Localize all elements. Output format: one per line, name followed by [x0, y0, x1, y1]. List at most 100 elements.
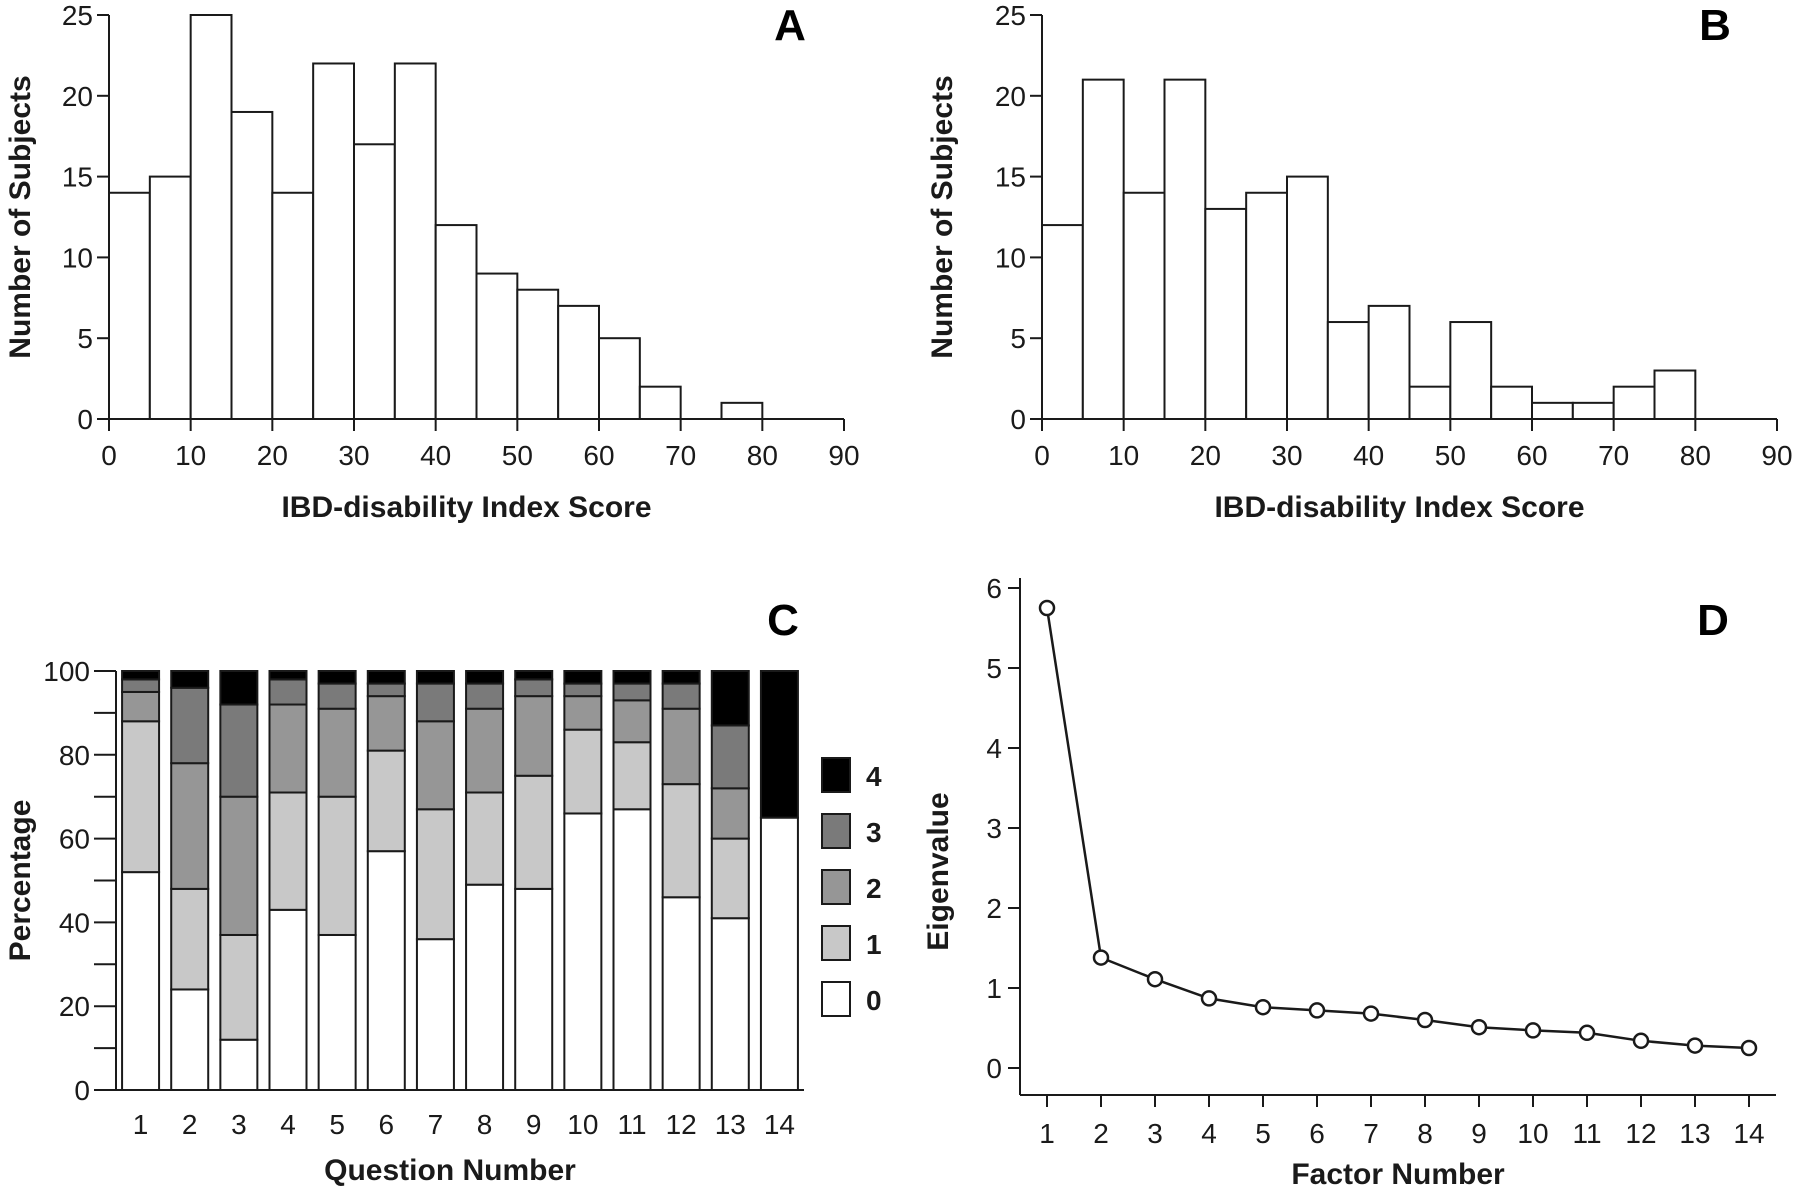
panel-label: C: [767, 596, 799, 645]
histogram-bar: [1122, 191, 1166, 420]
x-axis-label: IBD-disability Index Score: [1214, 491, 1584, 524]
legend-label: 2: [866, 873, 882, 904]
x-tick-label: 0: [1034, 440, 1050, 471]
legend-swatch: [821, 925, 851, 961]
x-tick-label: 13: [715, 1109, 746, 1140]
stacked-bar-segment: [465, 707, 505, 794]
stacked-bar-segment: [514, 887, 554, 1091]
x-tick-label: 4: [1201, 1118, 1217, 1149]
y-axis-label: Percentage: [4, 800, 37, 962]
stacked-bar-segment: [514, 670, 554, 681]
x-tick-label: 1: [1039, 1118, 1055, 1149]
stacked-bar-segment: [710, 917, 750, 1092]
eigenvalue-point: [1524, 1022, 1542, 1039]
x-tick-label: 7: [1363, 1118, 1379, 1149]
stacked-bar-segment: [563, 670, 603, 685]
histogram-bar: [271, 191, 315, 420]
histogram-bar: [353, 143, 396, 420]
x-tick-label: 10: [1517, 1118, 1548, 1149]
stacked-bar-segment: [366, 749, 406, 853]
eigenvalue-point: [1308, 1002, 1326, 1019]
panel-label: B: [1699, 1, 1731, 50]
stacked-bar-segment: [612, 808, 652, 1092]
stacked-bar-segment: [121, 678, 161, 693]
eigenvalue-line: [1045, 607, 1750, 1050]
x-tick-label: 14: [764, 1109, 795, 1140]
stacked-bar-segment: [661, 783, 701, 899]
stacked-bar-segment: [465, 670, 505, 685]
stacked-bar-segment: [415, 938, 455, 1091]
x-tick-label: 3: [231, 1109, 247, 1140]
stacked-bar-segment: [317, 670, 357, 685]
y-tick-label: 80: [59, 740, 90, 771]
y-tick-label: 15: [62, 162, 93, 193]
stacked-bar-segment: [219, 795, 259, 936]
x-tick-label: 14: [1733, 1118, 1764, 1149]
y-tick-label: 4: [986, 733, 1002, 764]
eigenvalue-point: [1578, 1024, 1596, 1042]
legend-swatch: [821, 981, 851, 1017]
stacked-bar-segment: [121, 690, 161, 723]
x-tick-label: 40: [420, 440, 451, 471]
stacked-bar-segment: [170, 686, 210, 765]
histogram-bar: [108, 191, 151, 420]
histogram-bar: [1571, 401, 1615, 420]
x-tick-label: 70: [1598, 440, 1629, 471]
stacked-bar-segment: [268, 678, 308, 706]
histogram-bar: [1531, 401, 1574, 420]
histogram-bar: [1081, 78, 1125, 420]
x-tick-label: 90: [1761, 440, 1792, 471]
x-tick-label: 70: [665, 440, 696, 471]
eigenvalue-point: [1146, 970, 1164, 988]
x-axis-label: Factor Number: [1291, 1158, 1505, 1188]
stacked-bar-segment: [465, 791, 505, 886]
stacked-bar-segment: [366, 670, 406, 685]
stacked-bar-segment: [268, 703, 308, 794]
stacked-bar-segment: [563, 682, 603, 698]
x-tick-label: 1: [133, 1109, 149, 1140]
x-tick-label: 6: [1309, 1118, 1325, 1149]
histogram-bar: [516, 288, 560, 420]
stacked-bar-segment: [268, 791, 308, 911]
x-axis-label: IBD-disability Index Score: [281, 491, 651, 524]
stacked-bar-segment: [170, 762, 210, 890]
stacked-bar-segment: [563, 728, 603, 815]
stacked-bar-segment: [710, 670, 750, 727]
eigenvalue-point: [1416, 1011, 1434, 1029]
y-tick-label: 0: [986, 1053, 1002, 1084]
histogram-bar: [1408, 385, 1452, 420]
panel-c: 1 2 3 4 5 6 7 8 9 10 11 12 13 14020406080100Question …: [4, 596, 882, 1187]
histogram-bar: [1653, 369, 1697, 420]
x-tick-label: 8: [1417, 1118, 1433, 1149]
stacked-bar-segment: [563, 695, 603, 731]
histogram-bar: [393, 62, 437, 420]
legend-swatch: [821, 813, 851, 849]
y-tick-label: 1: [986, 973, 1002, 1004]
stacked-bar-segment: [121, 670, 161, 681]
x-tick-label: 10: [175, 440, 206, 471]
histogram-bar: [1163, 78, 1207, 420]
x-tick-label: 12: [666, 1109, 697, 1140]
stacked-bar-segment: [366, 682, 406, 698]
x-tick-label: 60: [1516, 440, 1547, 471]
stacked-bar-segment: [317, 707, 357, 798]
stacked-bar-segment: [415, 808, 455, 941]
stacked-bar-segment: [514, 678, 554, 698]
y-tick-label: 2: [986, 893, 1002, 924]
histogram-bar: [1449, 321, 1493, 421]
x-tick-label: 60: [583, 440, 614, 471]
y-tick-label: 20: [59, 991, 90, 1022]
histogram-bar: [638, 385, 682, 420]
histogram-bar: [1367, 304, 1411, 421]
stacked-bar-segment: [759, 670, 799, 819]
stacked-bar-segment: [219, 670, 259, 706]
histogram-bar: [1326, 321, 1370, 421]
stacked-bar-segment: [759, 816, 799, 1092]
stacked-bar-segment: [415, 682, 455, 723]
stacked-bar-segment: [219, 703, 259, 798]
histogram-bar: [312, 62, 355, 420]
stacked-bar-segment: [268, 670, 308, 681]
histogram-bar: [230, 110, 274, 421]
x-tick-label: 10: [1108, 440, 1139, 471]
y-tick-label: 20: [62, 81, 93, 112]
